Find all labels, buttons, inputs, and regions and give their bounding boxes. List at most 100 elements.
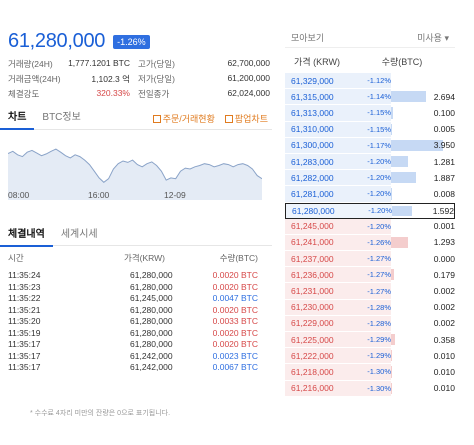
unit-select[interactable]: 미사용 ▾ <box>417 33 449 43</box>
x-tick-label: 16:00 <box>88 190 110 200</box>
orderbook-row[interactable]: 61,230,000 -1.28% 0.002 <box>285 299 455 316</box>
orderbook-qty-cell: 0.002 <box>391 315 455 331</box>
orderbook-qty: 1.592 <box>432 205 454 216</box>
trade-price: 61,280,000 <box>130 281 173 292</box>
orderbook-change: -1.14% <box>367 92 391 102</box>
orderbook-qty-cell: 0.005 <box>391 121 455 137</box>
orderbook-row[interactable]: 61,329,000 -1.12% <box>285 73 455 90</box>
orderbook-row[interactable]: 61,241,000 -1.26% 1.293 <box>285 234 455 252</box>
orderbook-price: 61,280,000 <box>292 205 335 216</box>
orderbook-qty-cell: 0.100 <box>391 105 455 121</box>
trade-qty: 0.0023 BTC <box>212 350 258 361</box>
orderbook-row[interactable]: 61,245,000 -1.20% 0.001 <box>285 218 455 235</box>
orderbook-price: 61,281,000 <box>291 188 334 199</box>
orderbook-qty: 1.281 <box>433 156 455 167</box>
orderbook-qty: 1.293 <box>433 237 455 248</box>
orderbook-row[interactable]: 61,231,000 -1.27% 0.002 <box>285 283 455 300</box>
trade-price: 61,280,000 <box>130 270 173 280</box>
orderbook-list: 61,329,000 -1.12% 61,315,000 -1.14% 2.694 61,… <box>285 73 455 397</box>
stat-row: 거래금액(24H) 1,102.3 억 저가(당일) 61,200,000 <box>8 71 270 86</box>
orderbook-row-current[interactable]: 61,280,000 -1.20% 1.592 <box>285 202 455 219</box>
orderbook-qty-cell: 0.000 <box>391 251 455 267</box>
orderbook-row[interactable]: 61,222,000 -1.29% 0.010 <box>285 348 455 365</box>
table-row: 11:35:23 61,280,000 0.0020 BTC <box>0 282 262 294</box>
orderbook-row[interactable]: 61,216,000 -1.30% 0.010 <box>285 380 455 397</box>
orderbook-qty-cell: 0.002 <box>391 299 455 315</box>
orderbook-row[interactable]: 61,310,000 -1.15% 0.005 <box>285 121 455 138</box>
orderbook-change: -1.29% <box>367 351 391 361</box>
depth-bar <box>391 188 392 200</box>
orderbook-price: 61,300,000 <box>291 140 334 151</box>
order-status-link[interactable]: 주문/거래현황 <box>152 112 215 125</box>
orderbook-footnote: * 수수료 4자리 미만의 잔량은 0으로 표기됩니다. <box>30 410 171 417</box>
table-row: 11:35:19 61,280,000 0.0020 BTC <box>0 328 262 340</box>
orderbook-price: 61,310,000 <box>291 124 334 135</box>
orderbook-row[interactable]: 61,315,000 -1.14% 2.694 <box>285 89 455 106</box>
col-price: 가격(KRW) <box>124 253 165 263</box>
orderbook-qty-cell: 1.281 <box>391 153 455 170</box>
orderbook-row[interactable]: 61,283,000 -1.20% 1.281 <box>285 153 455 171</box>
orderbook-row[interactable]: 61,300,000 -1.17% 3.950 <box>285 137 455 154</box>
table-row: 11:35:24 61,280,000 0.0020 BTC <box>0 270 262 282</box>
trade-qty: 0.0020 BTC <box>212 270 258 280</box>
depth-bar <box>391 236 409 249</box>
orderbook-change: -1.20% <box>367 157 391 167</box>
trade-qty: 0.0020 BTC <box>212 304 258 315</box>
orderbook-change: -1.28% <box>367 302 391 312</box>
orderbook-price: 61,283,000 <box>291 156 334 167</box>
orderbook-qty-cell: 0.010 <box>391 348 455 364</box>
depth-bar <box>391 155 409 168</box>
orderbook-qty: 0.010 <box>433 383 455 394</box>
orderbook-price: 61,231,000 <box>291 286 334 297</box>
orderbook-price: 61,236,000 <box>291 269 334 280</box>
trade-qty: 0.0033 BTC <box>212 316 258 326</box>
orderbook-change: -1.20% <box>368 206 392 216</box>
orderbook-qty-cell: 0.002 <box>391 283 455 299</box>
table-row: 11:35:22 61,245,000 0.0047 BTC <box>0 293 262 305</box>
orderbook-change: -1.20% <box>367 189 391 199</box>
table-row: 11:35:17 61,242,000 0.0067 BTC <box>0 362 262 374</box>
orderbook-change: -1.28% <box>367 318 391 328</box>
price-chart[interactable] <box>8 138 262 200</box>
col-qty: 수량(BTC) <box>219 253 258 263</box>
depth-bar <box>391 172 416 184</box>
stat-label: 전일종가 <box>138 88 170 99</box>
orderbook-row[interactable]: 61,236,000 -1.27% 0.179 <box>285 267 455 284</box>
tab-chart[interactable]: 차트 <box>0 108 35 130</box>
stat-value: 1,777.1201 BTC <box>68 57 130 68</box>
orderbook-row[interactable]: 61,218,000 -1.30% 0.010 <box>285 364 455 381</box>
depth-bar <box>391 269 394 281</box>
orderbook-row[interactable]: 61,225,000 -1.29% 0.358 <box>285 332 455 349</box>
tab-world-price[interactable]: 세계시세 <box>60 228 98 240</box>
orderbook-row[interactable]: 61,282,000 -1.20% 1.887 <box>285 170 455 187</box>
orderbook-qty-cell: 3.950 <box>391 137 455 153</box>
trade-price: 61,280,000 <box>130 316 173 326</box>
orderbook-price: 61,241,000 <box>291 237 334 248</box>
orderbook-row[interactable]: 61,281,000 -1.20% 0.008 <box>285 186 455 203</box>
table-row: 11:35:17 61,242,000 0.0023 BTC <box>0 351 262 363</box>
tab-btc-info[interactable]: BTC정보 <box>42 111 81 123</box>
x-tick-label: 08:00 <box>8 190 30 200</box>
orderbook-price: 61,282,000 <box>291 172 334 183</box>
depth-bar <box>391 350 392 362</box>
orderbook-row[interactable]: 61,313,000 -1.15% 0.100 <box>285 105 455 122</box>
current-price: 61,280,000 <box>8 30 106 52</box>
depth-bar <box>391 139 444 151</box>
orderbook-row[interactable]: 61,237,000 -1.27% 0.000 <box>285 251 455 268</box>
trade-time: 11:35:24 <box>8 270 41 280</box>
depth-bar <box>391 107 393 119</box>
orderbook-change: -1.15% <box>367 108 391 118</box>
trade-qty: 0.0020 BTC <box>212 281 258 292</box>
tab-trades[interactable]: 체결내역 <box>0 225 53 247</box>
price-header: 61,280,000 -1.26% <box>8 30 150 53</box>
view-toggle[interactable]: 모아보기 <box>291 33 325 43</box>
chart-links: 주문/거래현황 팝업차트 <box>152 112 272 125</box>
orderbook-row[interactable]: 61,229,000 -1.28% 0.002 <box>285 315 455 332</box>
trade-time: 11:35:21 <box>8 304 41 315</box>
stats-block: 거래량(24H) 1,777.1201 BTC 고가(당일) 62,700,00… <box>8 56 270 101</box>
depth-bar <box>391 366 392 378</box>
popup-chart-link[interactable]: 팝업차트 <box>224 112 268 125</box>
trade-price: 61,280,000 <box>130 304 173 315</box>
stat-value: 62,024,000 <box>227 87 270 98</box>
trade-price: 61,242,000 <box>130 350 173 361</box>
